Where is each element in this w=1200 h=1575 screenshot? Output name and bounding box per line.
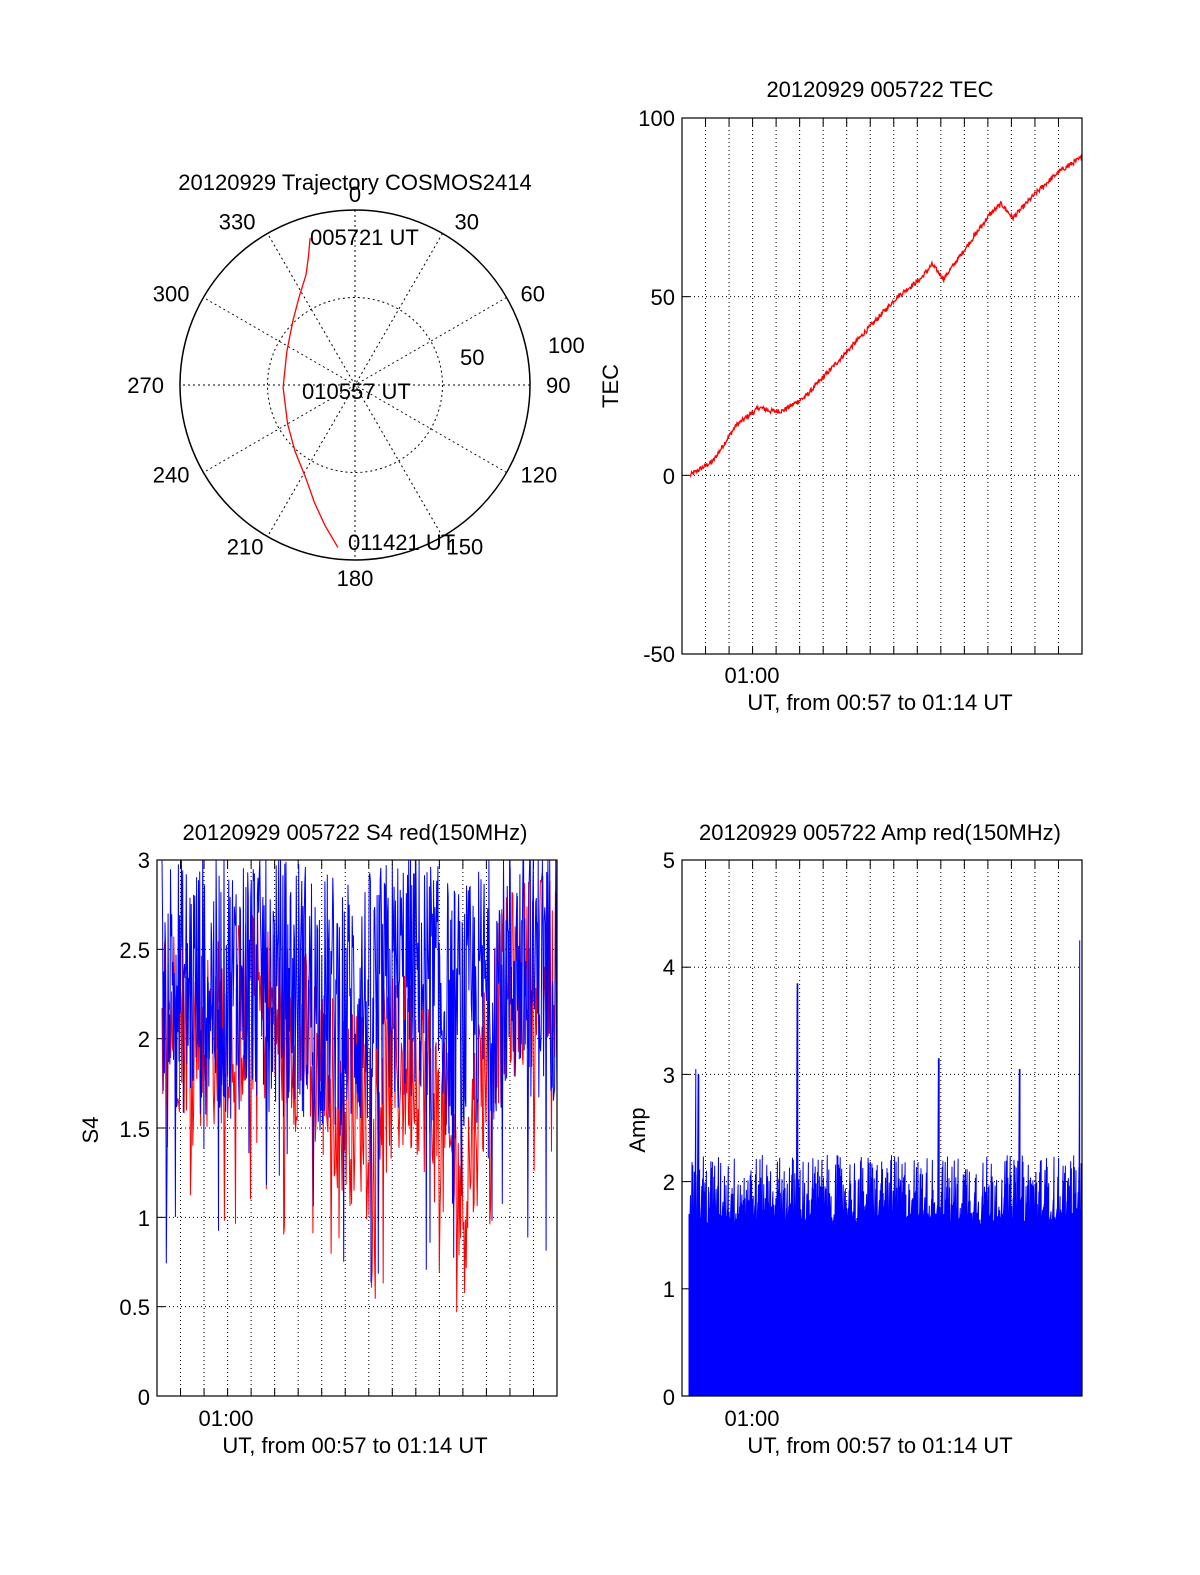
tec-y-tick-minus50: -50: [643, 642, 675, 667]
azimuth-label: 0: [349, 182, 361, 207]
tec-y-tick-0: 0: [663, 464, 675, 489]
trajectory-title: 20120929 Trajectory COSMOS2414: [178, 170, 531, 195]
s4-x-label: UT, from 00:57 to 01:14 UT: [222, 1433, 487, 1458]
amp-y-tick-2: 2: [663, 1170, 675, 1195]
polar-spoke: [267, 233, 443, 537]
s4-y-tick-3: 3: [138, 848, 150, 873]
s4-y-tick-1-5: 1.5: [119, 1117, 150, 1142]
azimuth-label: 330: [219, 209, 256, 234]
s4-y-label: S4: [78, 1117, 103, 1144]
s4-plot-frame: [156, 859, 558, 1397]
tec-y-tick-100: 100: [638, 106, 675, 131]
time-label-mid: 010557 UT: [302, 379, 411, 404]
tec-grid: [682, 117, 1082, 655]
radial-label-100: 100: [548, 333, 585, 358]
amp-y-label: Amp: [625, 1107, 650, 1152]
s4-chart: 20120929 005722 S4 red(150MHz) 3 2.5 2 1…: [78, 820, 558, 1458]
azimuth-label: 30: [455, 209, 479, 234]
azimuth-label: 240: [153, 463, 190, 488]
azimuth-label: 300: [153, 282, 190, 307]
azimuth-label: 90: [546, 373, 570, 398]
time-label-end: 011421 UT: [348, 530, 455, 555]
polar-inner-ring: [267, 297, 443, 473]
trajectory-chart: 20120929 Trajectory COSMOS2414 0 30 60 90 12…: [127, 170, 584, 591]
amp-y-tick-1: 1: [663, 1277, 675, 1302]
tec-plot-frame: [681, 117, 1083, 655]
amp-y-tick-0: 0: [663, 1385, 675, 1410]
tec-x-tick-label: 01:00: [724, 663, 779, 688]
s4-x-tick-label: 01:00: [198, 1406, 253, 1431]
time-label-start: 005721 UT: [310, 225, 419, 250]
azimuth-label: 270: [127, 373, 164, 398]
s4-title: 20120929 005722 S4 red(150MHz): [183, 820, 528, 845]
tec-y-tick-50: 50: [651, 285, 675, 310]
tec-series-line: [689, 154, 1083, 479]
s4-y-tick-0-5: 0.5: [119, 1295, 150, 1320]
tec-title: 20120929 005722 TEC: [766, 77, 993, 102]
polar-azimuth-labels: 0 30 60 90 120 150 180 210 240 270 300 330: [127, 182, 570, 591]
s4-y-tick-1: 1: [138, 1206, 150, 1231]
azimuth-label: 120: [521, 463, 558, 488]
s4-y-tick-2-5: 2.5: [119, 938, 150, 963]
amp-y-tick-5: 5: [663, 848, 675, 873]
azimuth-label: 150: [447, 535, 484, 560]
amp-series-area: [688, 940, 1083, 1397]
s4-series-blue: [161, 859, 558, 1283]
tec-y-label: TEC: [598, 364, 623, 408]
s4-y-tick-0: 0: [138, 1385, 150, 1410]
s4-y-tick-2: 2: [138, 1027, 150, 1052]
amp-chart: 20120929 005722 Amp red(150MHz) 5 4 3 2 …: [625, 820, 1083, 1458]
azimuth-label: 180: [337, 566, 374, 591]
radial-label-50: 50: [460, 345, 484, 370]
azimuth-label: 60: [521, 282, 545, 307]
tec-x-label: UT, from 00:57 to 01:14 UT: [747, 690, 1012, 715]
tec-chart: 20120929 005722 TEC 100 50 0 -50 TEC 01:…: [598, 77, 1083, 715]
polar-grid: [179, 209, 531, 561]
amp-y-tick-3: 3: [663, 1063, 675, 1088]
amp-x-label: UT, from 00:57 to 01:14 UT: [747, 1433, 1012, 1458]
trajectory-line: [282, 238, 339, 548]
amp-plot-frame: [681, 859, 1083, 1397]
amp-x-tick-label: 01:00: [724, 1406, 779, 1431]
amp-y-tick-4: 4: [663, 955, 675, 980]
amp-title: 20120929 005722 Amp red(150MHz): [699, 820, 1061, 845]
azimuth-label: 210: [227, 535, 264, 560]
